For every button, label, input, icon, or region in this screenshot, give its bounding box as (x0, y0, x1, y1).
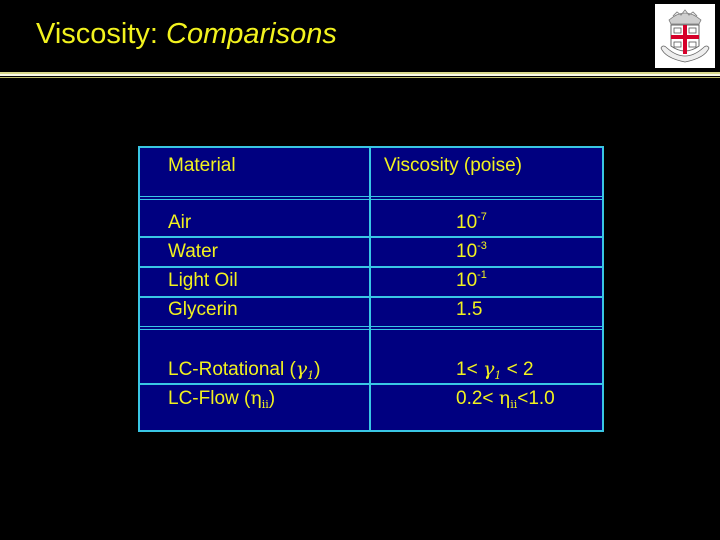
value-base: 10 (456, 241, 478, 262)
cell-material: LC-Flow (ηii) (168, 387, 275, 410)
header-viscosity: Viscosity (poise) (384, 155, 522, 176)
text-prefix: 1< (456, 359, 483, 380)
subscript: 1 (307, 369, 315, 382)
subscript: ii (261, 398, 269, 411)
cell-viscosity: 10-7 (456, 212, 487, 234)
title-rule-bottom (0, 77, 720, 78)
university-crest-icon (655, 4, 715, 68)
row-separator (140, 266, 602, 268)
row-separator (140, 236, 602, 238)
value-exponent: -1 (477, 269, 487, 281)
cell-viscosity: 1.5 (456, 299, 483, 320)
cell-viscosity: 10-1 (456, 270, 487, 292)
viscosity-table: Material Viscosity (poise) Air 10-7 Wate… (138, 146, 604, 432)
text-suffix: < 2 (501, 359, 534, 380)
text-prefix: LC-Flow ( (168, 388, 251, 409)
row-separator (140, 296, 604, 298)
eta-symbol: η (250, 387, 262, 409)
cell-material: Air (168, 212, 192, 233)
slide-title: Viscosity: Comparisons (36, 14, 337, 54)
text-suffix: ) (314, 359, 321, 380)
value-base: 10 (456, 270, 478, 291)
text-prefix: 0.2< (456, 388, 499, 409)
cell-viscosity: 10-3 (456, 241, 487, 263)
header-material: Material (168, 155, 236, 176)
title-rule-middle (0, 74, 720, 76)
text-suffix: ) (268, 388, 276, 409)
group-separator (140, 326, 602, 327)
eta-symbol: η (498, 387, 511, 409)
text-suffix: <1.0 (517, 388, 555, 409)
gamma-symbol: γ (482, 358, 495, 380)
text-prefix: LC-Rotational ( (168, 359, 296, 380)
cell-material: Light Oil (168, 270, 238, 291)
subscript: 1 (494, 369, 502, 382)
gamma-symbol: γ (295, 358, 308, 380)
cell-material: Glycerin (168, 299, 238, 320)
cell-viscosity: 1< γ1 < 2 (456, 358, 534, 381)
cell-material: Water (168, 241, 218, 262)
title-main: Viscosity: (36, 18, 167, 50)
value-base: 10 (456, 212, 478, 233)
cell-viscosity: 0.2< ηii<1.0 (456, 387, 555, 410)
title-italic: Comparisons (166, 18, 337, 50)
header-separator (140, 196, 602, 197)
row-separator (140, 383, 602, 385)
column-divider (369, 148, 371, 430)
value-exponent: -7 (477, 211, 487, 223)
subscript: ii (510, 398, 518, 411)
value-exponent: -3 (477, 240, 487, 252)
title-rule-top (0, 72, 720, 74)
cell-material: LC-Rotational (γ1) (168, 358, 320, 381)
